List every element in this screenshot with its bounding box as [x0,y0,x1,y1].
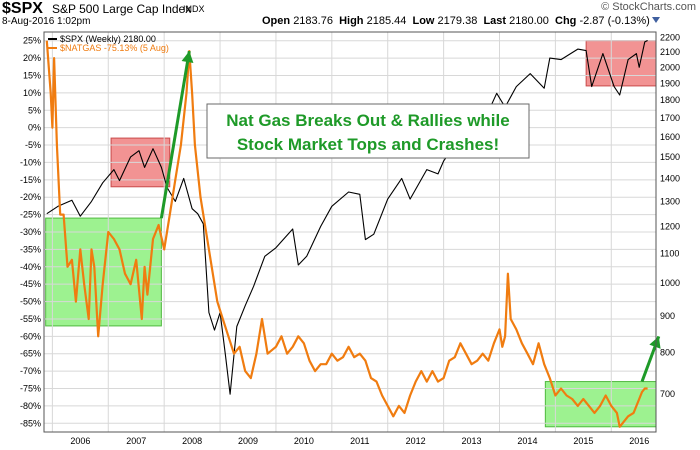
low-value: 2179.38 [437,15,478,27]
y-right-tick-label: 1900 [660,78,680,88]
x-tick-label: 2008 [182,436,202,446]
open-label: Open [262,15,291,27]
y-left-tick-label: -65% [20,349,41,359]
arrow-head-1 [181,51,194,63]
y-left-tick-label: -60% [20,331,41,341]
index-name: S&P 500 Large Cap Index [52,2,192,16]
y-right-tick-label: 2000 [660,62,680,72]
y-left-tick-label: 25% [23,36,41,46]
y-left-tick-label: -20% [20,192,41,202]
arrow-head-2 [649,336,661,349]
high-value: 2185.44 [366,15,407,27]
plot-frame [43,31,657,433]
y-left-tick-label: -35% [20,244,41,254]
y-left-tick-label: -45% [20,279,41,289]
y-left-tick-label: -25% [20,210,41,220]
y-left-tick-label: -70% [20,366,41,376]
green-arrow-1 [159,50,191,219]
annotation-line-2: Stock Market Tops and Crashes! [237,135,499,154]
last-value: 2180.00 [509,15,549,27]
x-tick-label: 2006 [70,436,90,446]
x-tick-label: 2012 [406,436,426,446]
legend-label-spx: $SPX (Weekly) 2180.00 [60,34,156,44]
y-right-tick-label: 1400 [660,173,680,183]
y-right-tick-label: 1600 [660,132,680,142]
date-time: 8-Aug-2016 1:02pm [2,16,91,27]
y-right-tick-label: 700 [660,389,675,399]
legend-label-natgas: $NATGAS -75.13% (5 Aug) [60,43,169,53]
y-left-tick-label: -5% [25,140,41,150]
y-right-tick-label: 1000 [660,278,680,288]
x-tick-label: 2014 [517,436,537,446]
y-left-tick-label: -10% [20,157,41,167]
x-tick-label: 2015 [573,436,593,446]
chg-label: Chg [555,15,577,27]
y-left-tick-label: -75% [20,384,41,394]
x-tick-label: 2007 [126,436,146,446]
y-left-tick-label: 15% [23,70,41,80]
x-tick-label: 2009 [238,436,258,446]
ohlc-summary: Open 2183.76 High 2185.44 Low 2179.38 La… [262,15,650,27]
chg-value: -2.87 (-0.13%) [579,15,650,27]
x-tick-label: 2016 [629,436,649,446]
y-left-tick-label: -40% [20,262,41,272]
high-label: High [339,15,364,27]
y-right-tick-label: 1500 [660,152,680,162]
y-left-tick-label: 0% [28,123,41,133]
annotation-box [206,103,530,159]
y-right-tick-label: 1200 [660,221,680,231]
low-label: Low [412,15,435,27]
y-right-tick-label: 800 [660,348,675,358]
y-left-tick-label: 5% [28,105,41,115]
y-right-tick-label: 2200 [660,33,680,43]
x-tick-label: 2011 [350,436,369,446]
y-left-tick-label: -30% [20,227,41,237]
red-highlight-box-4 [585,40,657,87]
y-right-tick-label: 1300 [660,196,680,206]
y-right-tick-label: 900 [660,311,675,321]
y-left-tick-label: -80% [20,401,41,411]
chevron-down-icon[interactable] [652,17,660,23]
y-right-tick-label: 1100 [660,248,679,258]
x-tick-label: 2013 [462,436,482,446]
y-left-tick-label: 20% [23,53,41,63]
y-left-tick-label: -55% [20,314,41,324]
watermark: © StockCharts.com [601,1,696,13]
x-tick-label: 2010 [294,436,314,446]
y-right-tick-label: 2100 [660,47,680,57]
y-left-tick-label: -50% [20,297,41,307]
y-right-tick-label: 1800 [660,95,680,105]
annotation-line-1: Nat Gas Breaks Out & Rallies while [226,111,509,130]
ticker-symbol: $SPX [2,0,43,17]
spx-series-line [46,40,648,395]
natgas-series-line [45,40,648,428]
exchange-label: INDX [183,4,205,14]
y-left-tick-label: 10% [23,88,41,98]
open-value: 2183.76 [293,15,333,27]
y-left-tick-label: -85% [20,418,41,428]
y-left-tick-label: -15% [20,175,41,185]
y-right-tick-label: 1700 [660,113,680,123]
last-label: Last [483,15,507,27]
